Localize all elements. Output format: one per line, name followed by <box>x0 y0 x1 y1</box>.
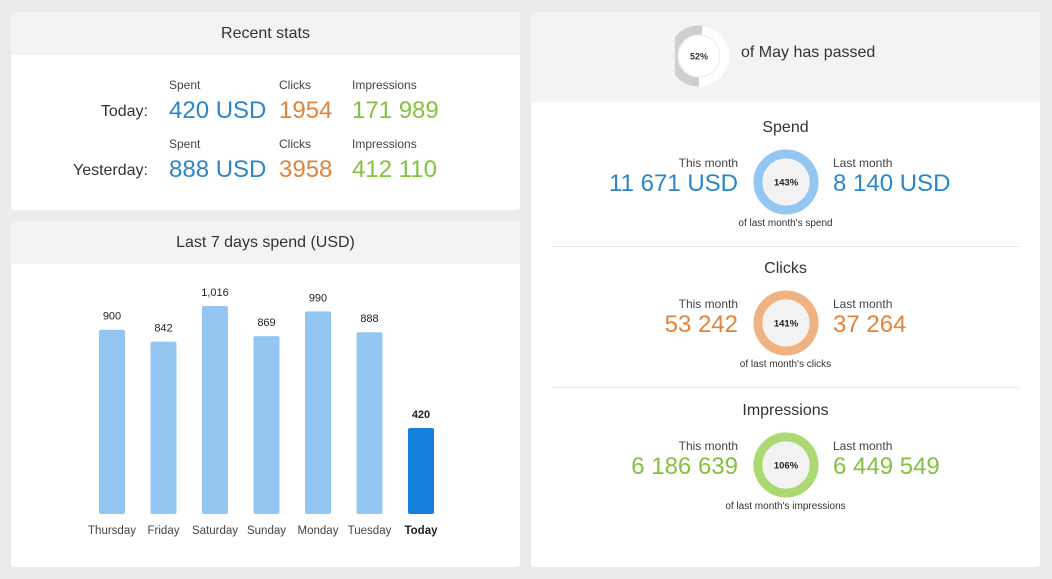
this-month-caption: This month <box>678 439 738 453</box>
category-label: Tuesday <box>348 525 392 537</box>
ring-arc <box>753 432 819 498</box>
category-label: Thursday <box>88 525 136 537</box>
ratio-label: 141% <box>774 319 799 330</box>
section-title: Clicks <box>764 260 807 277</box>
last-month-value: 8 140 USD <box>833 170 951 197</box>
stat-row-yesterday: Yesterday: Spent 888 USD Clicks 3958 Imp… <box>11 136 520 186</box>
spent-caption: Spent <box>169 137 201 151</box>
this-month-caption: This month <box>678 156 738 170</box>
recent-stats-header: Recent stats <box>11 12 520 55</box>
month-progress-ring: 52% <box>675 25 730 87</box>
clicks-caption: Clicks <box>279 78 311 92</box>
spent-column: Spent 888 USD <box>169 136 266 185</box>
month-headline: of May has passed <box>741 44 876 61</box>
spend-ratio-ring: 143% <box>753 149 819 215</box>
spent-value: 888 USD <box>169 156 267 183</box>
spent-value: 420 USD <box>169 97 267 124</box>
divider <box>553 387 1019 388</box>
spend-chart-card: Last 7 days spend (USD) 900 Thursday 842 Fr… <box>11 221 520 567</box>
spend-section: Spend This month 11 671 USD 143% Last mo… <box>531 119 1040 260</box>
bar-saturday <box>202 306 228 514</box>
bar-value-label: 900 <box>103 311 121 323</box>
ring-center <box>679 36 719 76</box>
recent-stats-card: Recent stats Today: Spent 420 USD Clicks… <box>11 12 520 210</box>
bar-value-label: 420 <box>412 409 430 421</box>
category-label: Monday <box>298 525 339 537</box>
clicks-section: Clicks This month 53 242 141% Last month… <box>531 260 1040 401</box>
ring-arc <box>753 290 819 356</box>
bar-chart: 900 Thursday 842 Friday 1,016 Saturday 869 Sund… <box>88 287 438 537</box>
impressions-value: 412 110 <box>352 156 437 183</box>
last-month-caption: Last month <box>833 156 893 170</box>
impressions-value: 171 989 <box>352 97 439 124</box>
section-title: Spend <box>762 119 809 136</box>
impressions-section: Impressions This month 6 186 639 106% La… <box>531 402 1040 543</box>
ratio-label: 106% <box>774 461 799 472</box>
impressions-caption: Impressions <box>352 137 417 151</box>
impressions-caption: Impressions <box>352 78 417 92</box>
clicks-column: Clicks 1954 <box>279 77 332 126</box>
bar-tuesday <box>356 332 383 514</box>
clicks-ratio-ring: 141% <box>753 290 819 356</box>
impressions-column: Impressions 412 110 <box>352 136 437 185</box>
clicks-column: Clicks 3958 <box>279 136 332 185</box>
bar-value-label: 842 <box>154 323 172 335</box>
last-month-caption: Last month <box>833 297 893 311</box>
section-footer: of last month's spend <box>738 218 833 229</box>
row-label: Today: <box>100 103 148 120</box>
this-month-value: 6 186 639 <box>631 453 738 480</box>
bar-value-label: 869 <box>257 317 275 329</box>
bar-friday <box>150 341 177 514</box>
ring-arc <box>753 149 819 215</box>
ring-remaining <box>675 25 730 87</box>
spent-column: Spent 420 USD <box>169 77 266 126</box>
divider <box>553 246 1019 247</box>
spent-caption: Spent <box>169 78 201 92</box>
bar-sunday <box>253 336 280 514</box>
clicks-caption: Clicks <box>279 137 311 151</box>
bar-value-label: 990 <box>309 292 327 304</box>
impressions-column: Impressions 171 989 <box>352 77 439 126</box>
this-month-caption: This month <box>678 297 738 311</box>
ring-center <box>763 300 809 346</box>
bar-value-label: 888 <box>360 313 378 325</box>
this-month-value: 53 242 <box>664 311 738 338</box>
bar-value-label: 1,016 <box>201 287 229 299</box>
bar-monday <box>305 311 331 514</box>
category-label: Sunday <box>247 525 286 537</box>
chart-title: Last 7 days spend (USD) <box>176 233 355 251</box>
last-month-value: 37 264 <box>833 311 907 338</box>
ratio-label: 143% <box>774 178 799 189</box>
month-summary-card: 52% of May has passed Spend This month 1… <box>531 12 1040 567</box>
ring-center <box>763 159 809 205</box>
month-progress-label: 52% <box>690 52 708 62</box>
impressions-ratio-ring: 106% <box>753 432 819 498</box>
section-title: Impressions <box>742 402 829 419</box>
row-label: Yesterday: <box>72 162 148 179</box>
bar-today <box>408 428 434 514</box>
this-month-value: 11 671 USD <box>609 170 738 197</box>
stat-row-today: Today: Spent 420 USD Clicks 1954 Impress… <box>11 77 520 127</box>
month-progress-header: 52% of May has passed <box>531 12 1040 102</box>
clicks-value: 3958 <box>279 156 333 183</box>
category-label: Today <box>404 525 438 537</box>
section-footer: of last month's impressions <box>725 501 846 512</box>
recent-stats-title: Recent stats <box>221 24 310 42</box>
chart-header: Last 7 days spend (USD) <box>11 221 520 264</box>
section-footer: of last month's clicks <box>739 359 832 370</box>
last-month-value: 6 449 549 <box>833 453 940 480</box>
ring-center <box>763 442 809 488</box>
bar-thursday <box>99 329 125 514</box>
clicks-value: 1954 <box>279 97 333 124</box>
category-label: Saturday <box>192 525 238 537</box>
category-label: Friday <box>148 525 180 537</box>
last-month-caption: Last month <box>833 439 893 453</box>
